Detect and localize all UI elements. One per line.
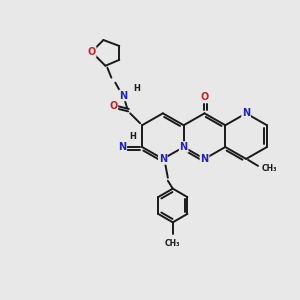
Text: N: N bbox=[118, 142, 126, 152]
Text: O: O bbox=[109, 101, 118, 111]
Text: O: O bbox=[87, 47, 96, 57]
Text: N: N bbox=[159, 154, 167, 164]
Text: CH₃: CH₃ bbox=[262, 164, 278, 173]
Text: N: N bbox=[242, 108, 250, 118]
Text: N: N bbox=[200, 154, 208, 164]
Text: N: N bbox=[119, 91, 127, 100]
Text: N: N bbox=[180, 142, 188, 152]
Text: CH₃: CH₃ bbox=[165, 239, 181, 248]
Text: H: H bbox=[133, 84, 140, 93]
Text: O: O bbox=[200, 92, 208, 103]
Text: H: H bbox=[129, 132, 136, 141]
